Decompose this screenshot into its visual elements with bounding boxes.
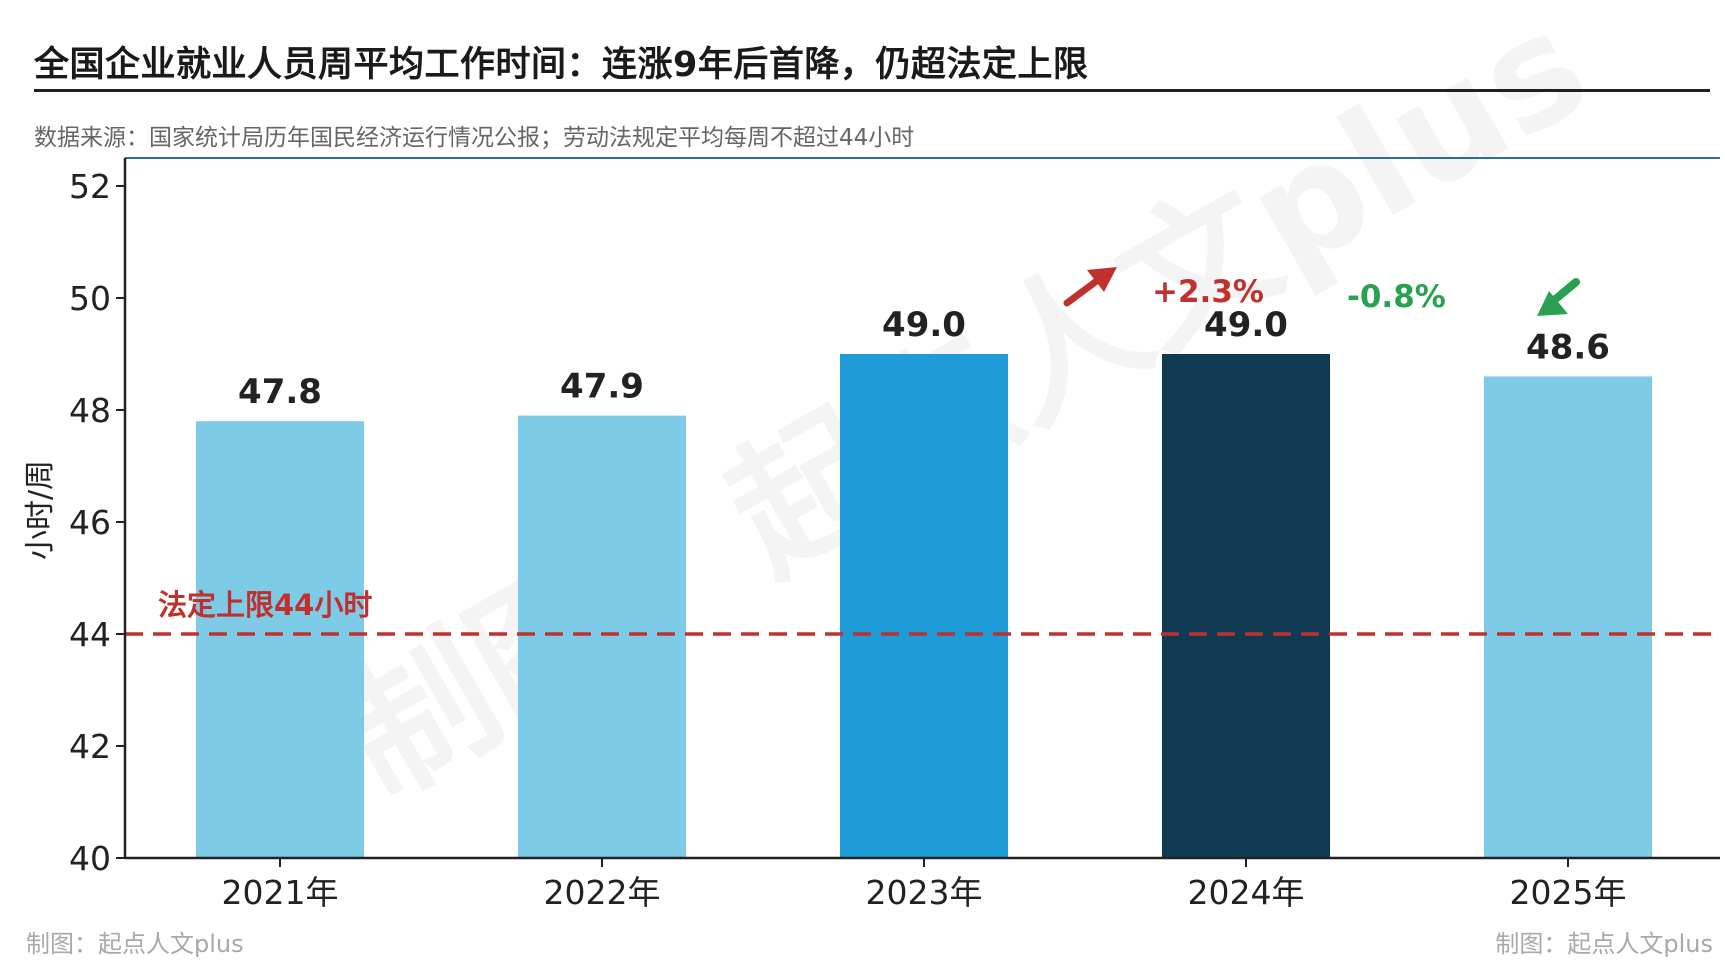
y-tick-label-46: 46: [69, 503, 111, 542]
y-tick-label-50: 50: [69, 279, 111, 318]
arrow-up-icon: [1063, 267, 1117, 307]
title-divider: [34, 89, 1710, 92]
x-tick-label-4: 2024年: [1188, 873, 1305, 912]
arrow-down-icon: [1537, 278, 1580, 316]
chart-subtitle: 数据来源：国家统计局历年国民经济运行情况公报；劳动法规定平均每周不超过44小时: [34, 125, 915, 151]
annotation-decrease: -0.8%: [1347, 279, 1446, 315]
value-label-3: 49.0: [882, 305, 966, 345]
bar-1: [196, 421, 364, 858]
value-label-2: 47.9: [560, 367, 644, 407]
bar-2: [518, 415, 686, 858]
y-tick-label-52: 52: [69, 167, 111, 206]
x-tick-label-5: 2025年: [1510, 873, 1627, 912]
chart-title: 全国企业就业人员周平均工作时间：连涨9年后首降，仍超法定上限: [34, 45, 1089, 85]
value-label-1: 47.8: [238, 372, 322, 412]
value-label-4: 49.0: [1204, 305, 1288, 345]
y-tick-label-40: 40: [69, 839, 111, 878]
y-axis-label: 小时/周: [23, 460, 58, 560]
annotation-increase: +2.3%: [1152, 274, 1264, 310]
bar-5: [1484, 376, 1652, 858]
x-tick-label-1: 2021年: [222, 873, 339, 912]
y-tick-label-42: 42: [69, 727, 111, 766]
bar-3: [840, 354, 1008, 858]
y-tick-label-48: 48: [69, 391, 111, 430]
footer-credit-left: 制图：起点人文plus: [26, 930, 244, 958]
reference-line-label: 法定上限44小时: [158, 588, 372, 622]
bar-4: [1162, 354, 1330, 858]
value-label-5: 48.6: [1526, 327, 1610, 367]
x-tick-label-2: 2022年: [544, 873, 661, 912]
x-tick-label-3: 2023年: [866, 873, 983, 912]
footer-credit-right: 制图：起点人文plus: [1495, 930, 1713, 958]
y-tick-label-44: 44: [69, 615, 111, 654]
